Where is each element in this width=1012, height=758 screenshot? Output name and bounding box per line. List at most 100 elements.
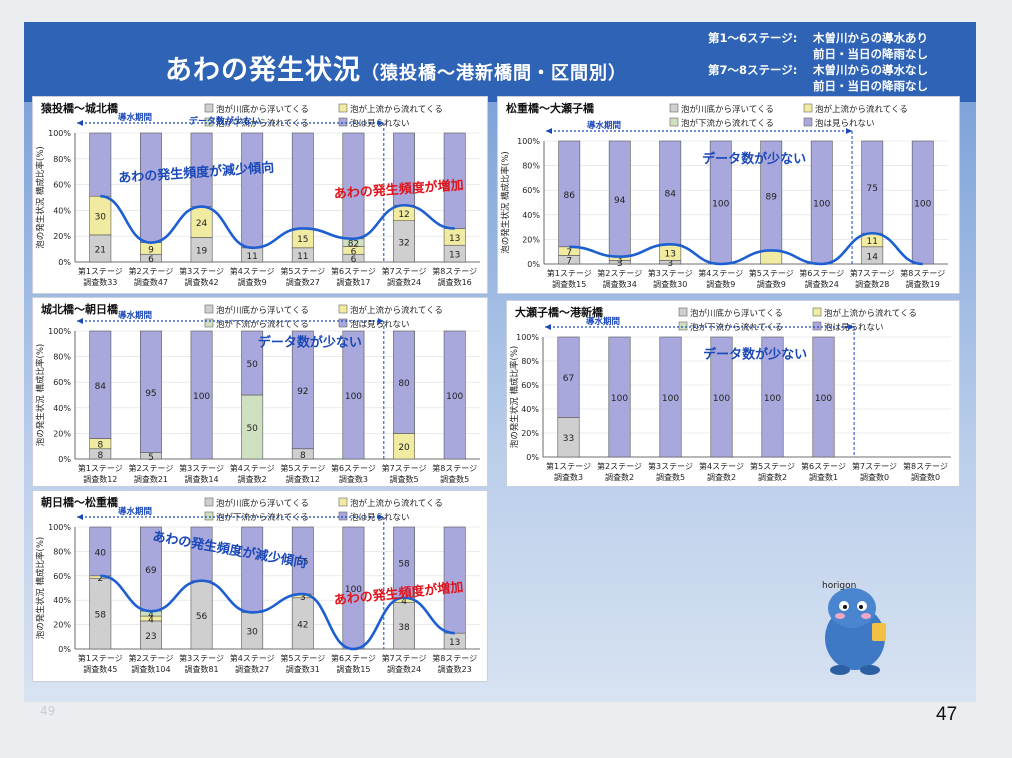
x-tick-label: 第6ステージ <box>799 268 844 278</box>
y-tick-label: 40% <box>522 211 540 220</box>
x-tick-label: 第7ステージ <box>382 653 427 663</box>
legend-swatch <box>812 321 822 331</box>
survey-count-label: 調査数30 <box>653 279 687 289</box>
legend-swatch <box>204 117 214 127</box>
x-tick-label: 第3ステージ <box>648 461 693 471</box>
legend-swatch <box>204 304 214 314</box>
survey-count-label: 調査数9 <box>757 279 786 289</box>
y-tick-label: 0% <box>58 258 71 267</box>
chart-title: 朝日橋〜松重橋 <box>41 495 119 509</box>
trend-curve <box>569 231 923 266</box>
data-label: 50 <box>246 360 258 370</box>
y-axis-label: 泡の発生状況 構成比率(%) <box>35 344 46 446</box>
y-tick-label: 80% <box>53 547 71 556</box>
y-tick-label: 60% <box>521 381 539 390</box>
survey-count-label: 調査数47 <box>134 277 168 287</box>
legend-label: 泡は見られない <box>815 118 875 129</box>
legend-label: 泡が川底から浮いてくる <box>690 308 783 319</box>
survey-count-label: 調査数42 <box>184 277 218 287</box>
survey-count-label: 調査数27 <box>235 664 269 674</box>
data-label: 11 <box>246 252 257 262</box>
survey-count-label: 調査数1 <box>809 472 838 482</box>
annotation: データ数が少ない <box>702 151 806 167</box>
annotation: データ数が少ない <box>189 115 261 127</box>
y-tick-label: 60% <box>53 572 71 581</box>
data-label: 32 <box>398 238 409 248</box>
x-tick-label: 第8ステージ <box>432 463 477 473</box>
y-tick-label: 20% <box>53 232 71 241</box>
data-label: 13 <box>449 638 460 648</box>
data-label: 42 <box>297 620 308 630</box>
x-tick-label: 第7ステージ <box>850 268 895 278</box>
legend-label: 泡が下流から流れてくる <box>681 118 774 129</box>
bar-segment <box>190 330 213 460</box>
data-label: 12 <box>398 210 409 220</box>
annotation: データ数が少ない <box>703 347 807 363</box>
survey-count-label: 調査数12 <box>286 474 320 484</box>
x-tick-label: 第2ステージ <box>597 268 642 278</box>
data-label: 100 <box>611 394 628 404</box>
bar-segment <box>140 330 162 453</box>
data-label: 67 <box>563 374 574 384</box>
survey-count-label: 調査数5 <box>390 474 419 484</box>
legend-swatch <box>803 117 813 127</box>
data-label: 14 <box>867 252 879 262</box>
x-tick-label: 第5ステージ <box>750 461 795 471</box>
survey-count-label: 調査数2 <box>758 472 787 482</box>
legend-swatch <box>204 511 214 521</box>
data-label: 30 <box>246 628 258 638</box>
survey-count-label: 調査数24 <box>805 279 839 289</box>
legend-label: 泡が上流から流れてくる <box>350 498 443 509</box>
data-label: 58 <box>398 559 410 569</box>
survey-count-label: 調査数9 <box>238 277 267 287</box>
x-tick-label: 第5ステージ <box>749 268 794 278</box>
condition-note-2b: 前日・当日の降雨なし <box>708 78 928 94</box>
chart-svg: 猿投橋〜城北橋 泡が川底から浮いてくる 泡が上流から流れてくる泡が下流から流れてくる… <box>35 101 480 287</box>
data-label: 6 <box>351 255 357 265</box>
y-tick-label: 40% <box>53 206 71 215</box>
survey-count-label: 調査数24 <box>387 664 421 674</box>
legend-label: 泡が上流から流れてくる <box>815 104 908 115</box>
data-label: 50 <box>246 424 258 434</box>
data-label: 3 <box>617 259 623 269</box>
y-tick-label: 80% <box>53 353 71 362</box>
data-label: 94 <box>614 196 626 206</box>
data-label: 30 <box>95 213 107 223</box>
bar-segment <box>140 132 162 243</box>
data-label: 100 <box>345 585 362 595</box>
data-label: 100 <box>446 392 463 402</box>
survey-count-label: 調査数23 <box>438 664 472 674</box>
trend-curve <box>100 194 455 250</box>
x-tick-label: 第2ステージ <box>597 461 642 471</box>
legend-label: 泡が下流から流れてくる <box>216 319 309 330</box>
note-line: 前日・当日の降雨なし <box>813 47 928 61</box>
legend-swatch <box>678 321 688 331</box>
y-tick-label: 20% <box>53 429 71 438</box>
y-tick-label: 80% <box>53 155 71 164</box>
chart-title: 猿投橋〜城北橋 <box>40 101 119 115</box>
survey-count-label: 調査数2 <box>605 472 634 482</box>
mascot-icon: horigon <box>822 581 886 675</box>
legend-label: 泡が上流から流れてくる <box>824 308 917 319</box>
chart-panel-sanage-johoku: 猿投橋〜城北橋 泡が川底から浮いてくる 泡が上流から流れてくる 泡が下流から流れてくる… <box>32 96 488 294</box>
data-label: 100 <box>713 394 730 404</box>
legend-label: 泡が上流から流れてくる <box>350 305 443 316</box>
data-label: 7 <box>566 257 572 267</box>
survey-count-label: 調査数9 <box>706 279 735 289</box>
data-label: 38 <box>398 623 410 633</box>
survey-count-label: 調査数16 <box>438 277 472 287</box>
bar-segment <box>342 330 365 460</box>
data-label: 80 <box>398 379 410 389</box>
survey-count-label: 調査数5 <box>656 472 685 482</box>
bar-segment <box>443 330 466 460</box>
data-label: 3 <box>617 255 623 265</box>
x-tick-label: 第1ステージ <box>78 266 123 276</box>
y-axis-label: 泡の発生状況 構成比率(%) <box>509 346 520 448</box>
data-label: 13 <box>449 234 460 244</box>
x-tick-label: 第7ステージ <box>382 463 427 473</box>
x-tick-label: 第3ステージ <box>648 268 693 278</box>
note-line: 木曽川からの導水あり <box>813 31 928 45</box>
chart-panel-johoku-asahi: 城北橋〜朝日橋 泡が川底から浮いてくる 泡が上流から流れてくる 泡が下流から流れてくる… <box>32 297 488 487</box>
y-tick-label: 100% <box>48 523 71 532</box>
x-tick-label: 第1ステージ <box>78 653 123 663</box>
